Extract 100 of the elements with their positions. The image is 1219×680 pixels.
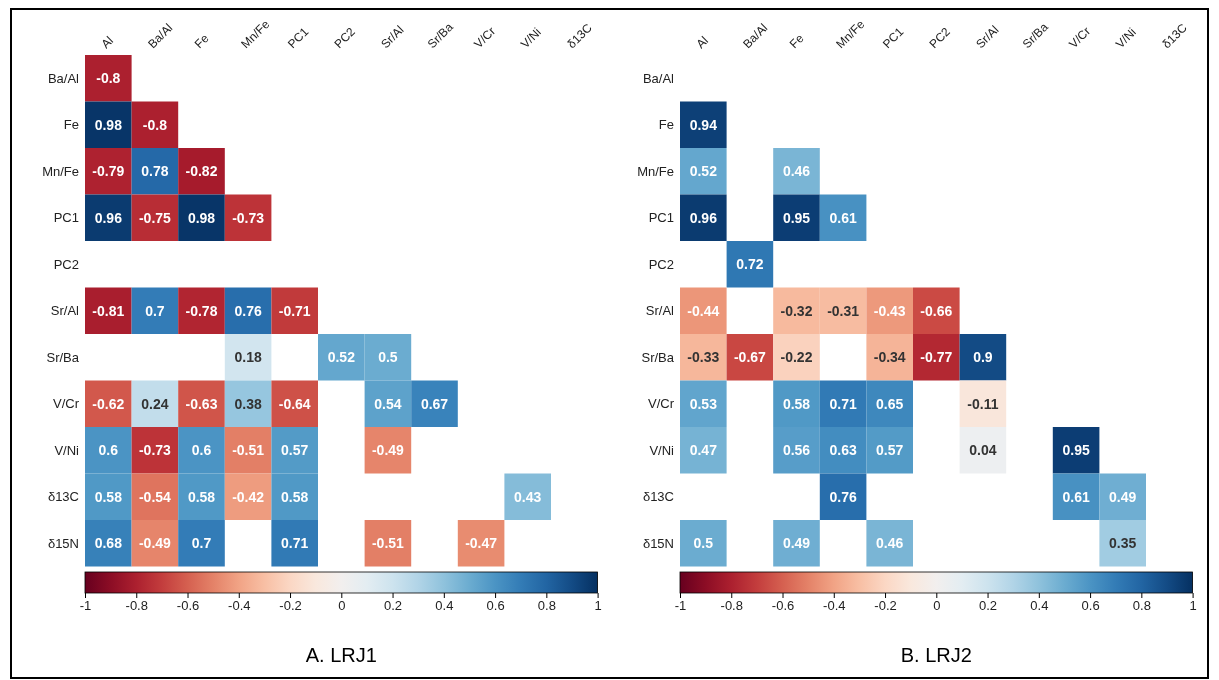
data-label: -0.71 — [278, 302, 311, 319]
data-label: 0.6 — [98, 442, 119, 459]
x-tick-label: V/Cr — [471, 24, 499, 52]
x-tick-label: V/Ni — [517, 25, 544, 52]
x-tick-label: Fe — [786, 31, 807, 52]
data-label: -0.62 — [92, 395, 125, 412]
data-label: -0.75 — [138, 209, 172, 226]
color-bar-label: -0.6 — [176, 598, 200, 614]
data-label: 0.04 — [969, 442, 997, 459]
color-bar-label: 0.4 — [435, 598, 454, 614]
data-label: 0.5 — [378, 349, 398, 366]
data-label: 0.52 — [689, 163, 718, 180]
y-tick-label: δ15N — [642, 535, 674, 551]
x-tick-label: PC1 — [284, 24, 312, 52]
x-tick-label: PC2 — [331, 24, 359, 52]
data-label: 0.18 — [234, 349, 262, 366]
data-label: 0.49 — [1109, 488, 1137, 505]
data-label: 0.5 — [693, 535, 714, 552]
data-label: 0.24 — [141, 395, 169, 412]
color-bar-label: 0.4 — [1030, 598, 1049, 614]
data-label: 0.52 — [327, 349, 356, 366]
data-label: -0.31 — [827, 302, 860, 319]
y-tick-label: V/Ni — [54, 442, 80, 458]
data-label: -0.51 — [371, 535, 405, 552]
y-tick-label: Fe — [63, 117, 79, 133]
data-label: -0.49 — [371, 442, 405, 459]
data-label: -0.66 — [920, 302, 953, 319]
data-label: -0.54 — [138, 488, 172, 505]
data-label: 0.98 — [94, 116, 123, 133]
data-label: 0.76 — [234, 302, 262, 319]
data-label: 0.7 — [145, 302, 165, 319]
data-label: 0.58 — [782, 395, 811, 412]
data-label: 0.68 — [94, 535, 123, 552]
color-bar-label: 0.6 — [1081, 598, 1100, 614]
y-tick-label: PC2 — [53, 256, 79, 272]
color-bar-label: -0.4 — [823, 598, 846, 614]
y-tick-label: Sr/Al — [645, 303, 675, 319]
data-label: 0.95 — [782, 209, 811, 226]
data-label: -0.22 — [780, 349, 813, 366]
data-label: 0.57 — [281, 442, 309, 459]
data-label: -0.8 — [96, 70, 121, 87]
data-label: 0.57 — [876, 442, 904, 459]
color-bar-label: 1 — [1189, 598, 1197, 614]
data-label: -0.11 — [967, 395, 999, 412]
data-label: -0.77 — [920, 349, 953, 366]
y-tick-label: PC1 — [648, 210, 674, 226]
data-label: -0.73 — [138, 442, 172, 459]
data-label: -0.44 — [687, 302, 720, 319]
color-bar-label: -0.8 — [720, 598, 743, 614]
data-label: 0.61 — [1062, 488, 1090, 505]
data-label: 0.56 — [782, 442, 811, 459]
data-label: 0.76 — [829, 488, 857, 505]
color-bar-label: 1 — [594, 598, 602, 614]
data-label: -0.79 — [92, 163, 125, 180]
data-label: 0.71 — [281, 535, 309, 552]
data-label: -0.34 — [873, 349, 906, 366]
y-tick-label: δ15N — [47, 535, 79, 551]
data-label: -0.78 — [185, 302, 218, 319]
data-label: 0.61 — [829, 209, 857, 226]
data-label: -0.51 — [232, 442, 265, 459]
y-tick-label: Sr/Al — [50, 303, 80, 319]
y-tick-label: V/Cr — [648, 396, 675, 412]
y-tick-label: Sr/Ba — [46, 349, 80, 365]
data-label: 0.58 — [94, 488, 123, 505]
x-tick-label: Al — [693, 33, 711, 52]
x-tick-label: V/Cr — [1066, 24, 1094, 52]
data-label: 0.96 — [689, 209, 718, 226]
data-label: -0.33 — [687, 349, 720, 366]
data-label: 0.67 — [420, 395, 449, 412]
y-tick-label: V/Cr — [53, 396, 80, 412]
color-bar-label: 0 — [933, 598, 941, 614]
data-label: 0.46 — [782, 163, 811, 180]
y-tick-label: Fe — [658, 117, 674, 133]
data-label: 0.7 — [191, 535, 212, 552]
y-tick-label: Ba/Al — [642, 70, 675, 86]
y-tick-label: PC1 — [53, 210, 79, 226]
color-bar-label: 0.8 — [1132, 598, 1151, 614]
data-label: -0.67 — [733, 349, 767, 366]
color-bar-label: 0.6 — [486, 598, 505, 614]
color-bar-label: 0.2 — [384, 598, 403, 614]
data-label: 0.38 — [234, 395, 262, 412]
color-bar-label: -0.2 — [874, 598, 897, 614]
text: A. LRJ1 — [305, 644, 377, 666]
color-bar-label: -1 — [674, 598, 687, 614]
data-label: -0.42 — [232, 488, 265, 505]
data-label: 0.98 — [187, 209, 216, 226]
x-tick-label: V/Ni — [1112, 25, 1139, 52]
text: B. LRJ2 — [900, 644, 972, 666]
data-label: 0.78 — [141, 163, 169, 180]
data-label: 0.58 — [187, 488, 216, 505]
color-bar-label: -0.4 — [228, 598, 251, 614]
data-label: -0.81 — [92, 302, 125, 319]
data-label: 0.96 — [94, 209, 123, 226]
data-label: 0.58 — [281, 488, 309, 505]
data-label: 0.9 — [973, 349, 993, 366]
data-label: -0.64 — [278, 395, 311, 412]
data-label: -0.49 — [138, 535, 172, 552]
data-label: 0.72 — [736, 256, 764, 273]
data-label: -0.73 — [232, 209, 265, 226]
y-tick-label: Mn/Fe — [42, 163, 79, 179]
